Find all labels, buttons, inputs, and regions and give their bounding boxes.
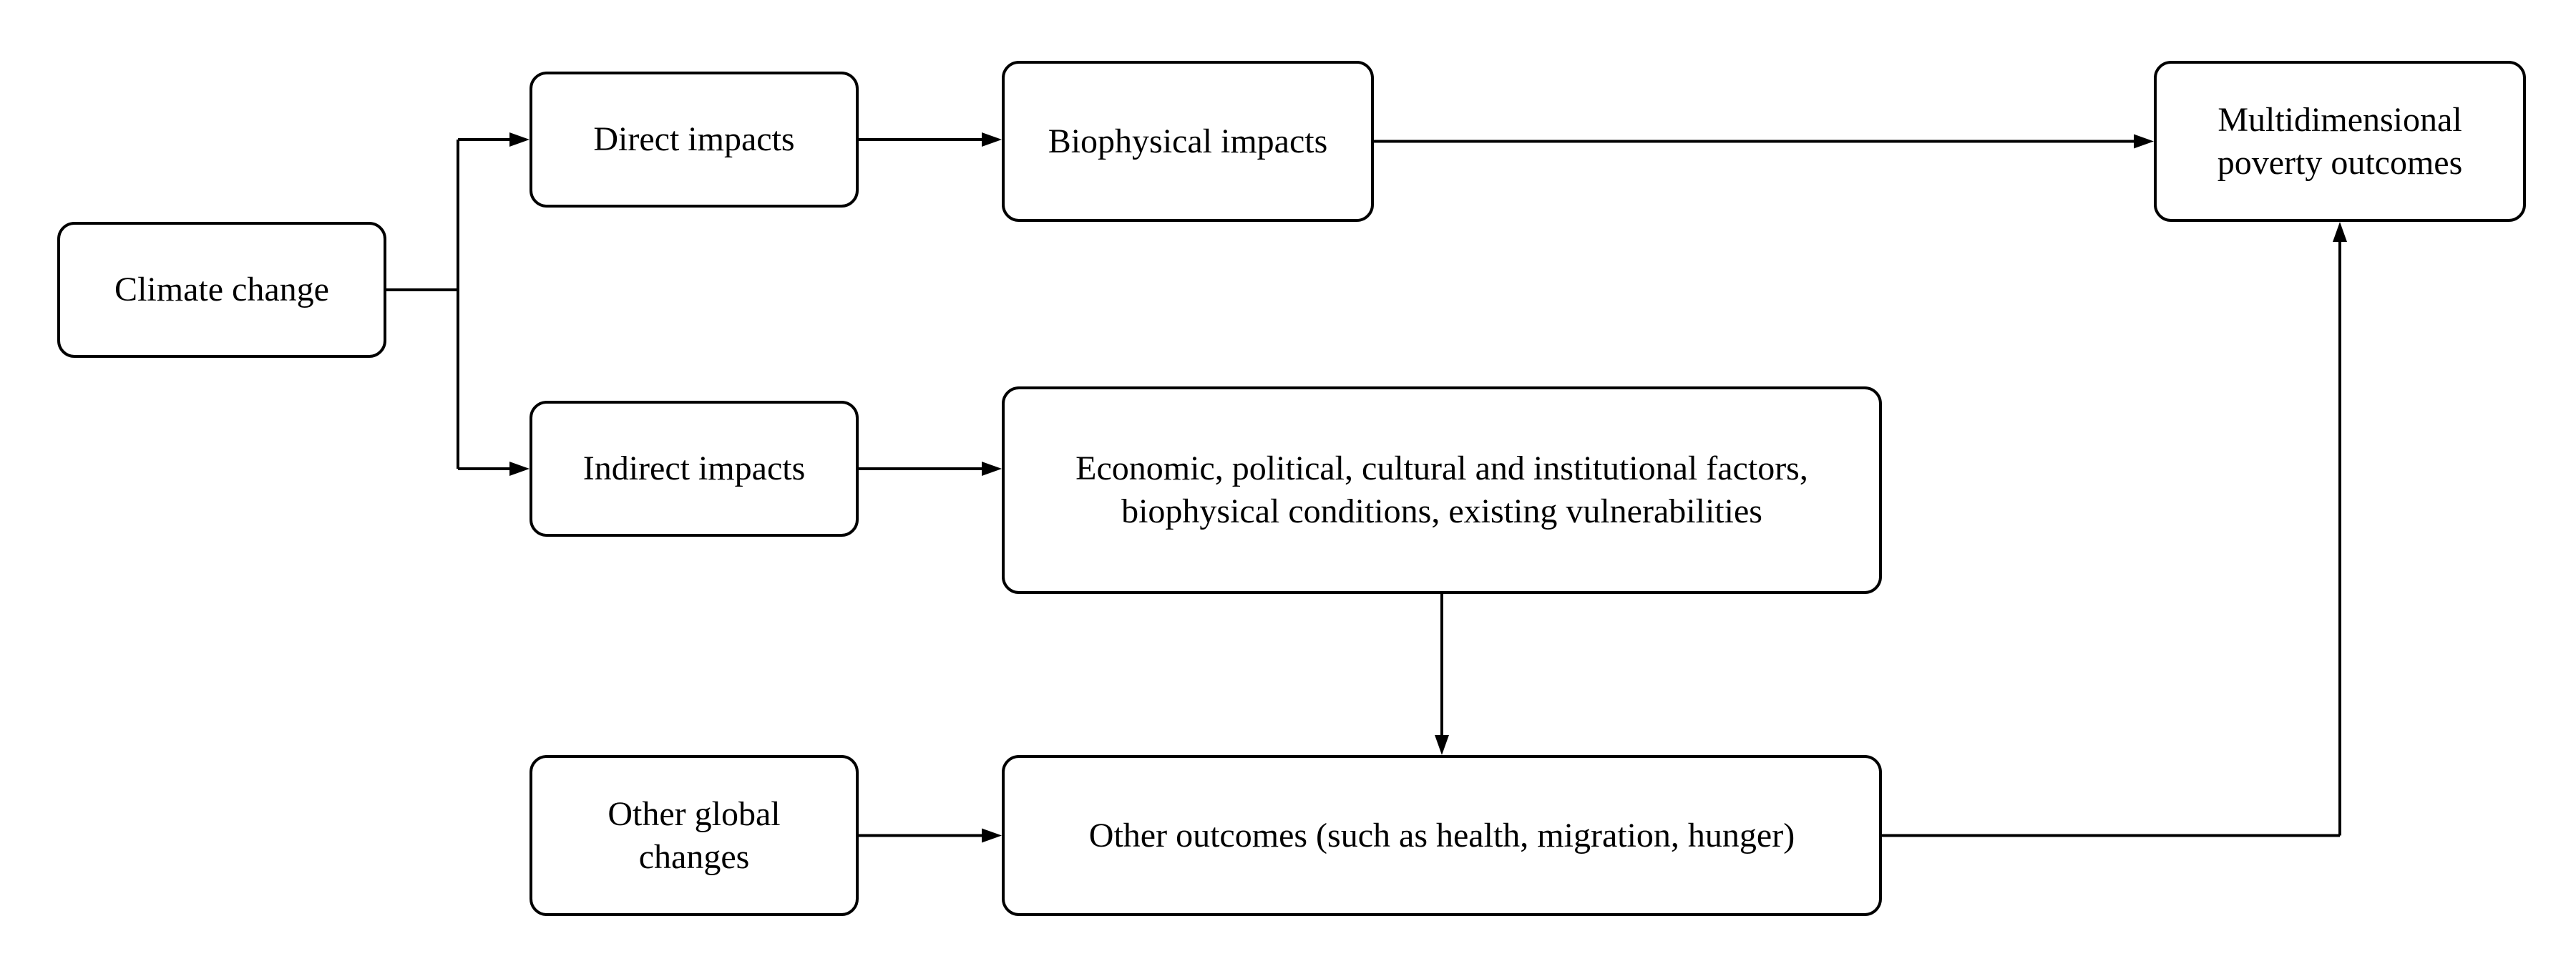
flowchart-canvas: Climate change Direct impacts Indirect i… <box>0 0 2576 974</box>
node-label: Other outcomes (such as health, migratio… <box>1089 814 1795 857</box>
node-label: Other global changes <box>561 793 827 879</box>
node-label: Direct impacts <box>593 118 794 161</box>
node-label: Biophysical impacts <box>1048 120 1328 163</box>
node-climate-change: Climate change <box>57 222 386 358</box>
node-label: Multidimensional poverty outcomes <box>2185 99 2494 185</box>
node-label: Indirect impacts <box>583 447 806 490</box>
node-direct-impacts: Direct impacts <box>530 72 859 208</box>
node-other-outcomes: Other outcomes (such as health, migratio… <box>1002 755 1882 916</box>
node-poverty-outcomes: Multidimensional poverty outcomes <box>2154 61 2526 222</box>
node-indirect-impacts: Indirect impacts <box>530 401 859 537</box>
node-biophysical-impacts: Biophysical impacts <box>1002 61 1374 222</box>
node-label: Climate change <box>114 268 329 311</box>
node-other-global-changes: Other global changes <box>530 755 859 916</box>
node-factors: Economic, political, cultural and instit… <box>1002 386 1882 594</box>
node-label: Economic, political, cultural and instit… <box>1033 447 1850 533</box>
